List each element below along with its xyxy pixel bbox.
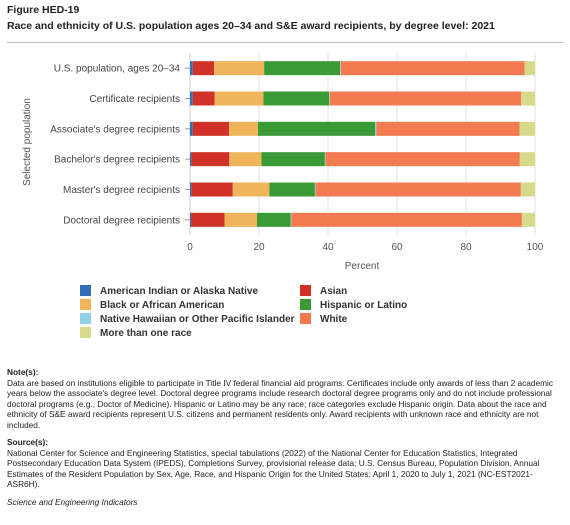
x-tick-label: 60 [391,242,403,253]
figure-label: Figure HED-19 [7,4,80,16]
legend-item[interactable]: Native Hawaiian or Other Pacific Islande… [80,313,295,325]
x-tick-label: 80 [460,242,472,253]
bar-segment[interactable] [214,61,265,76]
bar-segment[interactable] [232,182,270,197]
bar-segment[interactable] [192,61,215,76]
stacked-bar-chart: U.S. population, ages 20–34 Certificate r… [22,53,544,272]
footer-credit: Science and Engineering Indicators [7,497,138,507]
bar-segment[interactable] [524,61,535,76]
bar-segment[interactable] [263,91,330,106]
bar-segment[interactable] [519,152,535,167]
category-label: Associate's degree recipients [50,124,180,135]
sources-heading: Source(s): [7,437,49,447]
bar-segment[interactable] [228,121,258,136]
bar-segment[interactable] [521,91,535,106]
category-label: Doctoral degree recipients [63,215,180,226]
bar-segment[interactable] [224,212,257,227]
x-tick-label: 20 [253,242,265,253]
bar-segment[interactable] [191,152,230,167]
bar-segment[interactable] [192,91,215,106]
bar-segment[interactable] [190,91,193,106]
bar-segment[interactable] [257,121,376,136]
category-label: Certificate recipients [89,94,180,105]
legend-item[interactable]: More than one race [80,327,192,339]
bar-segment[interactable] [191,212,225,227]
x-axis-title: Percent [345,261,380,272]
bar-segment[interactable] [519,121,535,136]
bar-segment[interactable] [190,212,192,227]
bar-segment[interactable] [261,152,325,167]
legend-label: Asian [320,286,348,297]
bar-segment[interactable] [329,91,522,106]
bar-segment[interactable] [521,212,535,227]
bar-segment[interactable] [340,61,341,76]
bar-segment[interactable] [190,182,192,197]
bar-segment[interactable] [340,61,525,76]
figure-title: Race and ethnicity of U.S. population ag… [7,20,495,32]
bars [190,61,535,227]
x-tick-labels: 0 20 40 60 80 100 [187,242,544,253]
legend-swatch [80,285,91,296]
bar-segment[interactable] [229,152,262,167]
bar-segment[interactable] [290,212,292,227]
legend-label: Native Hawaiian or Other Pacific Islande… [100,314,295,325]
bar-segment[interactable] [376,121,520,136]
legend-label: White [320,314,348,325]
bar-segment[interactable] [214,91,264,106]
bar-segment[interactable] [191,182,233,197]
bar-segment[interactable] [192,121,229,136]
notes-section: Note(s): Data are based on institutions … [7,367,565,431]
bar-segment[interactable] [315,182,521,197]
sources-section: Source(s): National Center for Science a… [7,437,565,490]
bar-segment[interactable] [375,121,377,136]
legend-label: Hispanic or Latino [320,300,408,311]
y-axis-title: Selected population [22,98,33,186]
legend-label: Black or African American [100,300,225,311]
notes-text: Data are based on institutions eligible … [7,377,554,430]
legend-swatch [80,327,91,338]
x-tick-label: 0 [187,242,193,253]
x-tick-label: 100 [527,242,544,253]
category-label: Master's degree recipients [63,185,180,196]
legend-label: American Indian or Alaska Native [100,286,259,297]
bar-segment[interactable] [325,152,520,167]
bar-segment[interactable] [291,212,522,227]
title-divider [7,42,563,43]
bar-segment[interactable] [190,152,192,167]
sources-text: National Center for Science and Engineer… [7,447,540,490]
legend-swatch [300,299,311,310]
bar-segment[interactable] [264,61,341,76]
category-label: Bachelor's degree recipients [54,155,180,166]
x-tick-label: 40 [322,242,334,253]
category-labels: U.S. population, ages 20–34 Certificate r… [50,64,190,226]
bar-segment[interactable] [520,182,535,197]
grid-lines [189,53,536,235]
legend-item[interactable]: White [300,313,347,325]
legend-item[interactable]: Asian [300,285,347,297]
bar-segment[interactable] [256,212,291,227]
bar-segment[interactable] [269,182,315,197]
notes-heading: Note(s): [7,367,39,377]
legend-item[interactable]: Hispanic or Latino [300,299,407,311]
bar-segment[interactable] [314,182,316,197]
bar-segment[interactable] [190,61,193,76]
legend-swatch [80,299,91,310]
legend-label: More than one race [100,328,192,339]
category-label: U.S. population, ages 20–34 [54,64,181,75]
legend-swatch [300,285,311,296]
bar-segment[interactable] [329,91,330,106]
legend-item[interactable]: American Indian or Alaska Native [80,285,258,297]
bar-segment[interactable] [324,152,326,167]
legend-item[interactable]: Black or African American [80,299,224,311]
legend-swatch [80,313,91,324]
bar-segment[interactable] [190,121,193,136]
legend-swatch [300,313,311,324]
